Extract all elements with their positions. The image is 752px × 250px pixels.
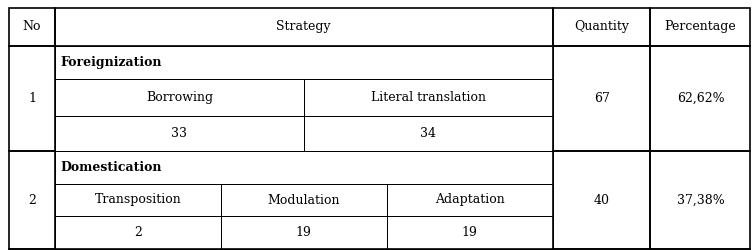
Text: 2: 2 [134,226,142,239]
Text: 34: 34 [420,127,436,140]
Text: 2: 2 [28,194,36,206]
Text: 1: 1 [28,92,36,105]
Text: Borrowing: Borrowing [146,91,213,104]
Text: Literal translation: Literal translation [371,91,486,104]
Text: Modulation: Modulation [268,194,340,206]
Text: Transposition: Transposition [95,194,181,206]
Text: Adaptation: Adaptation [435,194,505,206]
Text: 33: 33 [171,127,187,140]
Text: 40: 40 [593,194,610,206]
Text: No: No [23,20,41,33]
Text: 19: 19 [462,226,478,239]
Text: 37,38%: 37,38% [677,194,724,206]
Text: 62,62%: 62,62% [677,92,724,105]
Text: Strategy: Strategy [277,20,331,33]
Text: Foreignization: Foreignization [61,56,162,69]
Text: 67: 67 [593,92,610,105]
Text: Percentage: Percentage [665,20,736,33]
Text: 19: 19 [296,226,312,239]
Text: Quantity: Quantity [574,20,629,33]
Text: Domestication: Domestication [61,161,162,174]
